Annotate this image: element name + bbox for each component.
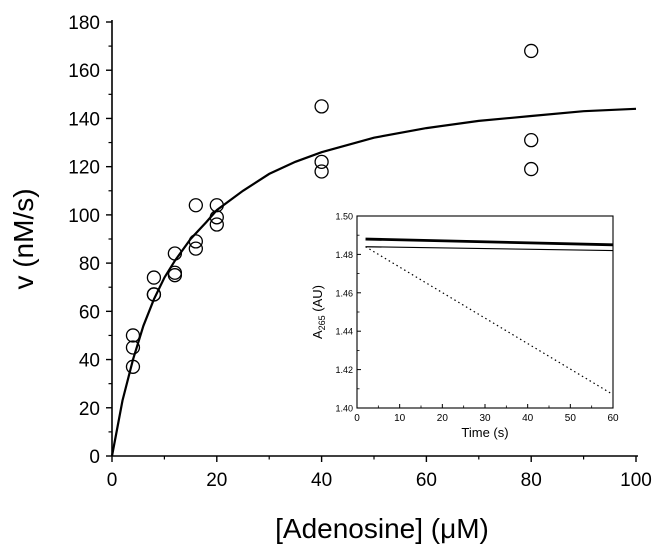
data-point (167, 268, 183, 283)
inset-x-tick-label: 10 (394, 413, 406, 424)
inset-x-tick-label: 50 (565, 413, 577, 424)
data-point (209, 217, 224, 232)
y-tick-label: 100 (68, 206, 100, 227)
inset-x-tick-label: 30 (479, 413, 491, 424)
data-point (524, 43, 539, 59)
inset-y-tick-label: 1.50 (335, 212, 353, 222)
data-point (314, 154, 329, 169)
data-point (167, 246, 183, 261)
y-tick-label: 140 (68, 109, 100, 130)
y-tick-label: 60 (79, 302, 100, 323)
inset-x-tick-label: 20 (437, 413, 449, 424)
inset-y-tick-label: 1.48 (335, 250, 353, 260)
x-tick-label: 80 (521, 470, 542, 491)
inset-y-tick-label: 1.42 (335, 365, 353, 375)
y-tick-label: 180 (68, 13, 100, 34)
data-point (146, 287, 162, 302)
x-tick-label: 20 (206, 470, 227, 491)
data-point (524, 161, 539, 177)
inset-trace-dotted (365, 246, 614, 396)
y-axis-label: v (nM/s) (8, 188, 39, 289)
x-tick-label: 100 (620, 470, 652, 491)
inset-trace-thin (365, 246, 614, 252)
data-point (188, 234, 203, 249)
x-tick-label: 0 (107, 470, 118, 491)
data-point (188, 241, 203, 256)
y-tick-label: 80 (79, 254, 100, 275)
inset-y-tick-label: 1.46 (335, 288, 353, 298)
y-tick-label: 160 (68, 61, 100, 82)
inset-y-tick-label: 1.44 (335, 327, 353, 337)
inset-trace-thick (365, 237, 614, 247)
data-point (314, 164, 329, 179)
data-point (125, 328, 141, 343)
x-tick-label: 40 (311, 470, 332, 491)
data-point (524, 132, 539, 148)
data-point (125, 340, 141, 355)
y-tick-label: 20 (79, 399, 100, 420)
y-tick-label: 0 (89, 447, 100, 468)
y-tick-label: 120 (68, 158, 100, 179)
x-axis-label: [Adenosine] (μM) (275, 513, 489, 544)
inset-x-axis-label: Time (s) (461, 425, 508, 440)
data-point (125, 359, 141, 374)
inset-y-tick-label: 1.40 (335, 404, 353, 414)
y-tick-label: 40 (79, 351, 100, 372)
data-point (188, 198, 203, 213)
inset-plot: 0 10 20 30 40 50 60 1.40 1.42 1.44 1.46 1.48 1.50 Tim… (310, 212, 619, 441)
fit-curve (110, 107, 637, 457)
data-point (209, 198, 224, 213)
main-plot: 0 20 40 60 80 100020406080100120140160180[Ade… (8, 13, 652, 544)
data-point (146, 270, 162, 285)
x-tick-label: 60 (416, 470, 437, 491)
inset-x-tick-label: 0 (354, 413, 360, 424)
inset-x-tick-label: 60 (607, 413, 619, 424)
data-point (314, 99, 329, 114)
inset-y-axis-label: A265 (AU) (310, 285, 327, 339)
data-point (209, 210, 224, 225)
inset-x-tick-label: 40 (522, 413, 534, 424)
